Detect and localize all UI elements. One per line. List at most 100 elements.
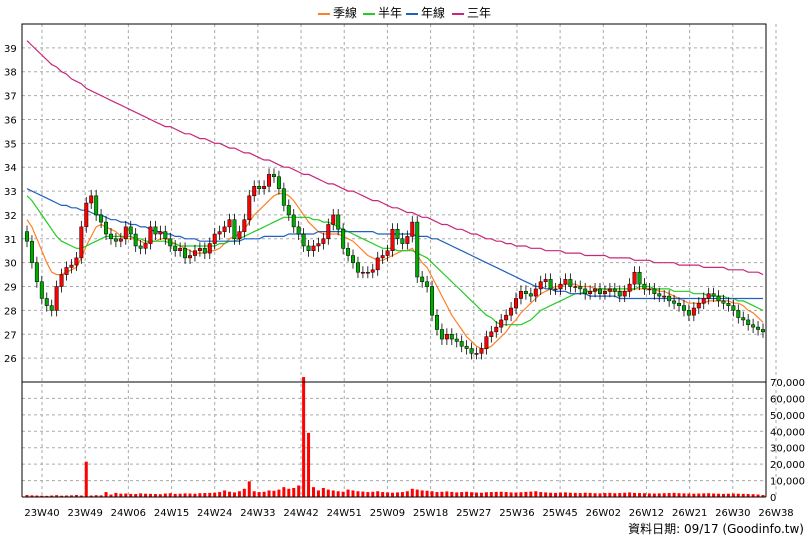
candle-body	[311, 245, 316, 251]
volume-bar	[731, 493, 735, 497]
volume-bar	[573, 492, 577, 497]
axis-layer: 26 27 28 29 30 31 32 33 34 35 36 37 38 39 0 10,000 20,00…	[4, 23, 805, 519]
candle-body	[113, 238, 118, 242]
candle-body	[183, 248, 188, 259]
volume-tick-label: 0	[770, 493, 776, 504]
volume-bar	[69, 495, 73, 497]
volume-bar	[134, 494, 138, 497]
volume-bar	[484, 492, 488, 497]
candle-body	[34, 262, 39, 283]
volume-bar	[366, 492, 370, 497]
volume-bar	[751, 494, 755, 497]
candle-body	[331, 214, 336, 225]
candle-body	[202, 248, 207, 254]
candle-body	[69, 264, 74, 268]
candle-body	[548, 279, 553, 290]
candle-body	[89, 195, 94, 204]
volume-bar	[331, 490, 335, 497]
volume-bar	[534, 491, 538, 497]
price-tick-label: 29	[4, 283, 17, 294]
price-tick-label: 27	[4, 330, 17, 341]
candle-body	[627, 283, 632, 292]
volume-bar	[608, 492, 612, 497]
candle-body	[291, 214, 296, 228]
volume-bar	[618, 493, 622, 497]
volume-bar	[79, 495, 83, 497]
candle-body	[568, 279, 573, 287]
volume-bar	[623, 492, 627, 497]
volume-bar	[188, 493, 192, 497]
price-tick-label: 34	[4, 163, 17, 174]
candle-body	[79, 226, 84, 259]
candle-body	[469, 348, 474, 354]
candle-body	[632, 271, 637, 285]
candle-body	[677, 302, 682, 306]
candle-body	[400, 238, 405, 244]
candle-body	[410, 221, 415, 237]
volume-bar	[307, 432, 311, 497]
candle-body	[54, 286, 59, 311]
volume-bar	[168, 493, 172, 497]
volume-bar	[687, 493, 691, 497]
candle-body	[721, 300, 726, 304]
candle-body	[168, 238, 173, 247]
candle-body	[346, 248, 351, 256]
candle-body	[336, 214, 341, 230]
candle-body	[533, 288, 538, 297]
volume-bar	[440, 491, 444, 497]
volume-bar	[371, 491, 375, 497]
volume-bar	[736, 493, 740, 497]
volume-bar	[697, 493, 701, 497]
legend-swatch-ma-halfyear	[363, 12, 375, 15]
volume-bar	[326, 489, 330, 497]
candle-body	[454, 338, 459, 342]
candle-body	[242, 219, 247, 232]
candle-body	[192, 250, 197, 256]
candle-body	[489, 331, 494, 337]
volume-tick-label: 70,000	[770, 378, 805, 389]
volume-bar	[633, 492, 637, 497]
volume-bar	[153, 494, 157, 497]
volume-bar	[129, 493, 133, 497]
x-tick-label: 24W15	[154, 508, 189, 519]
volume-bar	[613, 493, 617, 497]
candle-body	[741, 317, 746, 321]
candle-body	[652, 288, 657, 294]
source-date-label: 資料日期: 09/17 (Goodinfo.tw)	[628, 522, 804, 536]
candle-body	[696, 302, 701, 309]
price-tick-label: 38	[4, 68, 17, 79]
candle-body	[257, 186, 262, 189]
volume-bar	[479, 492, 483, 497]
candle-body	[420, 276, 425, 283]
candle-body	[360, 271, 365, 274]
candle-body	[558, 283, 563, 290]
volume-bar	[346, 489, 350, 497]
candle-body	[321, 238, 326, 244]
volume-bar	[109, 494, 113, 497]
price-tick-label: 36	[4, 115, 17, 126]
candle-body	[598, 288, 602, 294]
candle-body	[138, 245, 143, 249]
candle-body	[662, 295, 667, 298]
candle-body	[607, 288, 612, 292]
volume-bar	[761, 495, 765, 497]
volume-bar	[667, 493, 671, 497]
volume-bar	[262, 491, 266, 497]
volume-bar	[692, 493, 696, 497]
candle-body	[158, 231, 163, 235]
candle-body	[262, 186, 267, 189]
volume-tick-label: 40,000	[770, 427, 805, 438]
volume-bar	[213, 492, 217, 497]
price-tick-label: 33	[4, 187, 17, 198]
legend-label-ma-year: 年線	[421, 6, 446, 20]
candle-body	[173, 245, 178, 251]
volume-bar	[124, 493, 128, 497]
x-tick-label: 25W45	[542, 508, 577, 519]
volume-bar	[544, 492, 548, 497]
volume-bar	[35, 495, 39, 497]
candle-body	[217, 231, 222, 235]
candle-body	[104, 221, 109, 235]
volume-bar	[25, 495, 29, 497]
candle-body	[148, 226, 153, 244]
